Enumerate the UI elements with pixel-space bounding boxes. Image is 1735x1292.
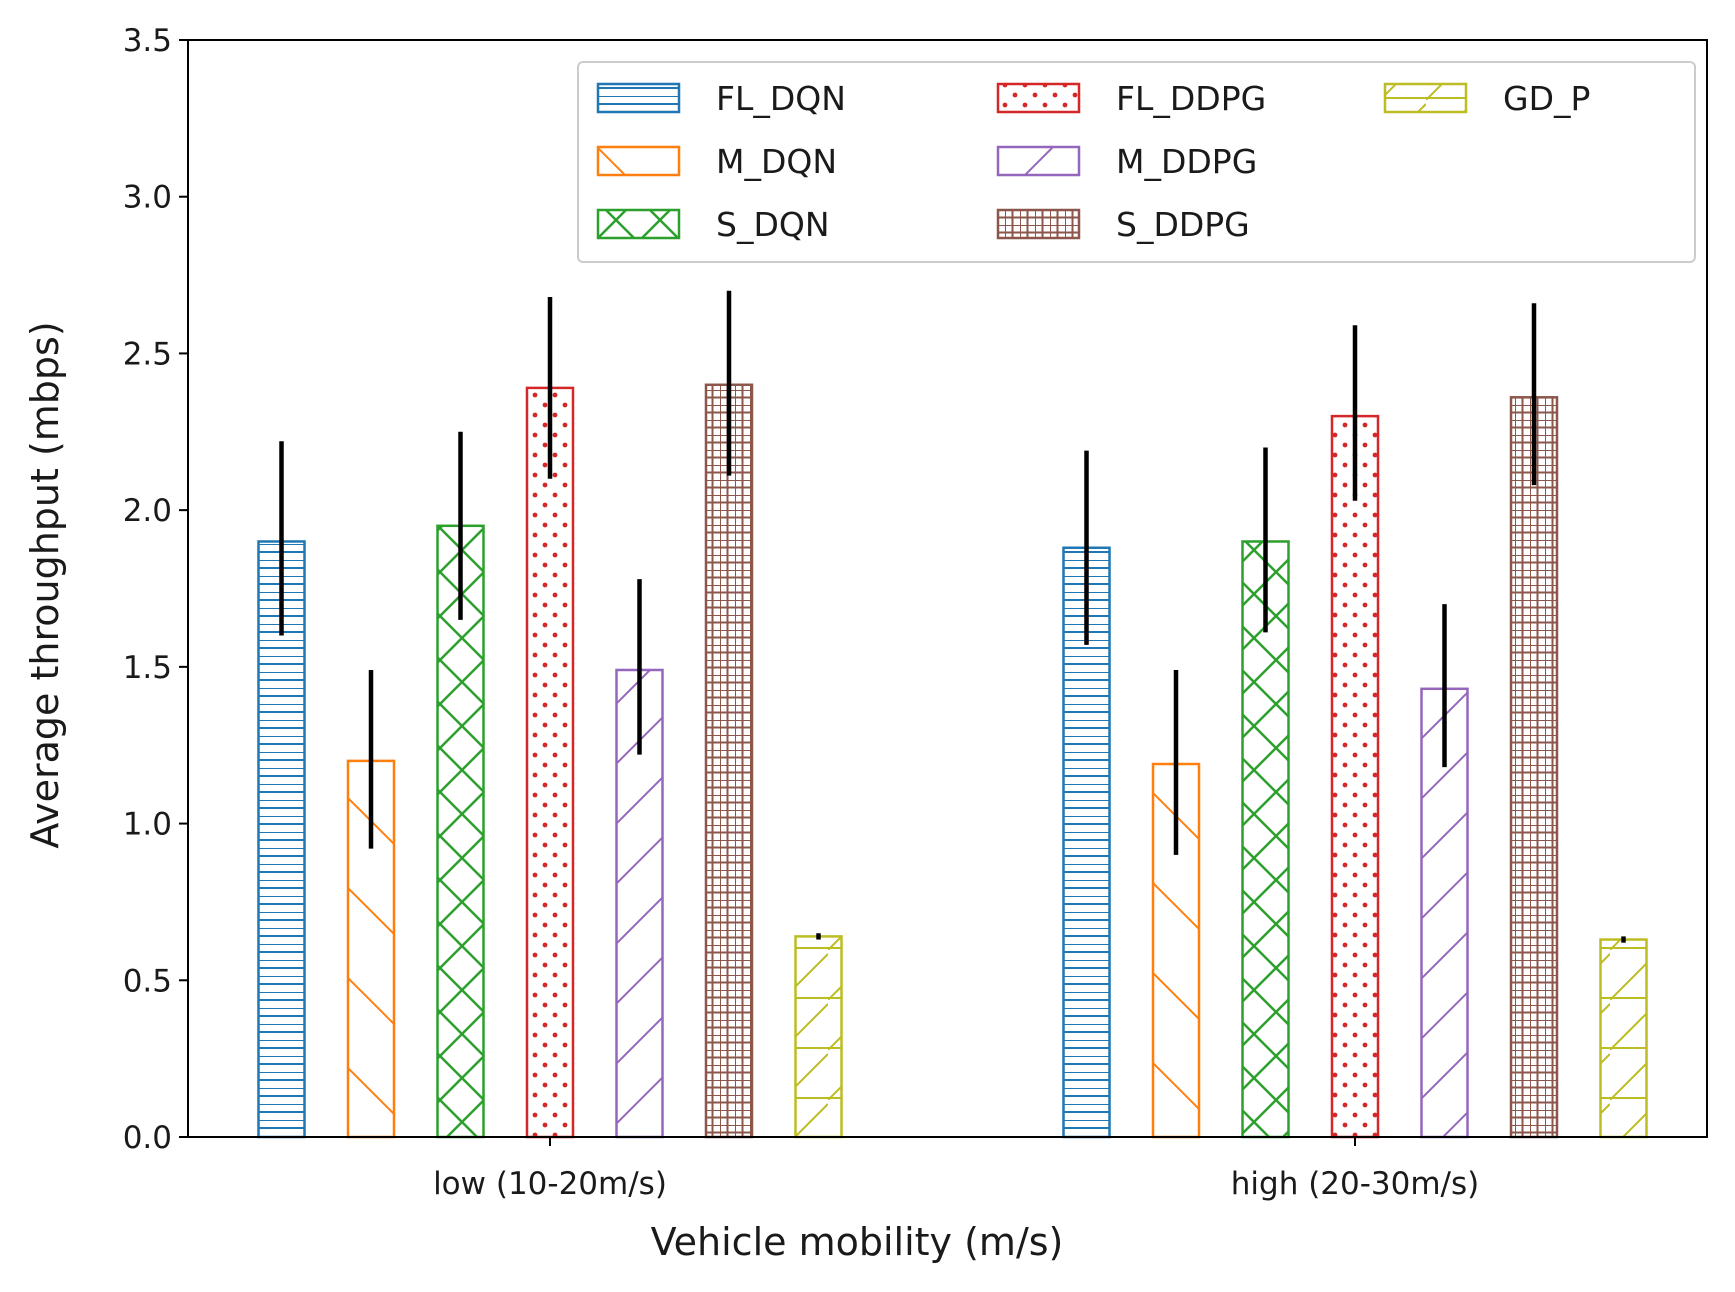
legend: FL_DQN M_DQN S_DQN FL_DDPG M_DDPG S_DDPG GD_P [577,61,1696,263]
y-tick-label: 1.5 [123,650,172,686]
bar-s-ddpg-high [1509,396,1559,1139]
legend-label-fl-dqn: FL_DQN [716,79,846,118]
legend-label-m-ddpg: M_DDPG [1116,142,1257,181]
bar-fl-ddpg-low [525,386,575,1139]
y-axis-title: Average throughput (mbps) [23,321,67,848]
bar-fl-dqn-high [1062,546,1111,1139]
legend-swatch-m-ddpg [996,145,1081,177]
legend-label-s-ddpg: S_DDPG [1116,205,1250,244]
axes-frame [187,39,1708,1138]
y-tick-label: 0.5 [123,963,172,999]
legend-label-s-dqn: S_DQN [716,205,830,244]
bar-fl-ddpg-high [1330,414,1380,1139]
legend-swatch-s-ddpg [996,208,1081,240]
legend-label-m-dqn: M_DQN [716,142,837,181]
bar-m-dqn-high [1151,762,1201,1139]
y-tick-label: 2.5 [123,336,172,372]
legend-swatch-gd-p [1383,82,1468,114]
x-tick-label: high (20-30m/s) [1231,1166,1480,1202]
bar-gd-p-high [1599,938,1648,1139]
bar-s-ddpg-low [704,383,754,1139]
y-tick-label: 0.0 [123,1120,172,1156]
errorbars-layer [279,290,1626,943]
bar-gd-p-low [794,935,843,1139]
y-tick-label: 3.5 [123,23,172,59]
legend-swatch-s-dqn [596,208,681,240]
y-tick-label: 2.0 [123,493,172,529]
legend-swatch-fl-dqn [596,82,681,114]
legend-swatch-m-dqn [596,145,681,177]
legend-label-gd-p: GD_P [1503,79,1590,118]
x-axis-title: Vehicle mobility (m/s) [651,1220,1064,1264]
bar-fl-dqn-low [257,540,306,1139]
bars-layer [257,383,1648,1139]
legend-label-fl-ddpg: FL_DDPG [1116,79,1266,118]
x-tick-label: low (10-20m/s) [433,1166,667,1202]
y-tick-label: 1.0 [123,807,172,843]
legend-swatch-fl-ddpg [996,82,1081,114]
y-tick-label: 3.0 [123,180,172,216]
bar-s-dqn-high [1241,540,1290,1139]
axes-layer: 0.0 0.5 1.0 1.5 2.0 2.5 3.0 3.5 low (10-20m/s) hi… [123,23,1708,1202]
